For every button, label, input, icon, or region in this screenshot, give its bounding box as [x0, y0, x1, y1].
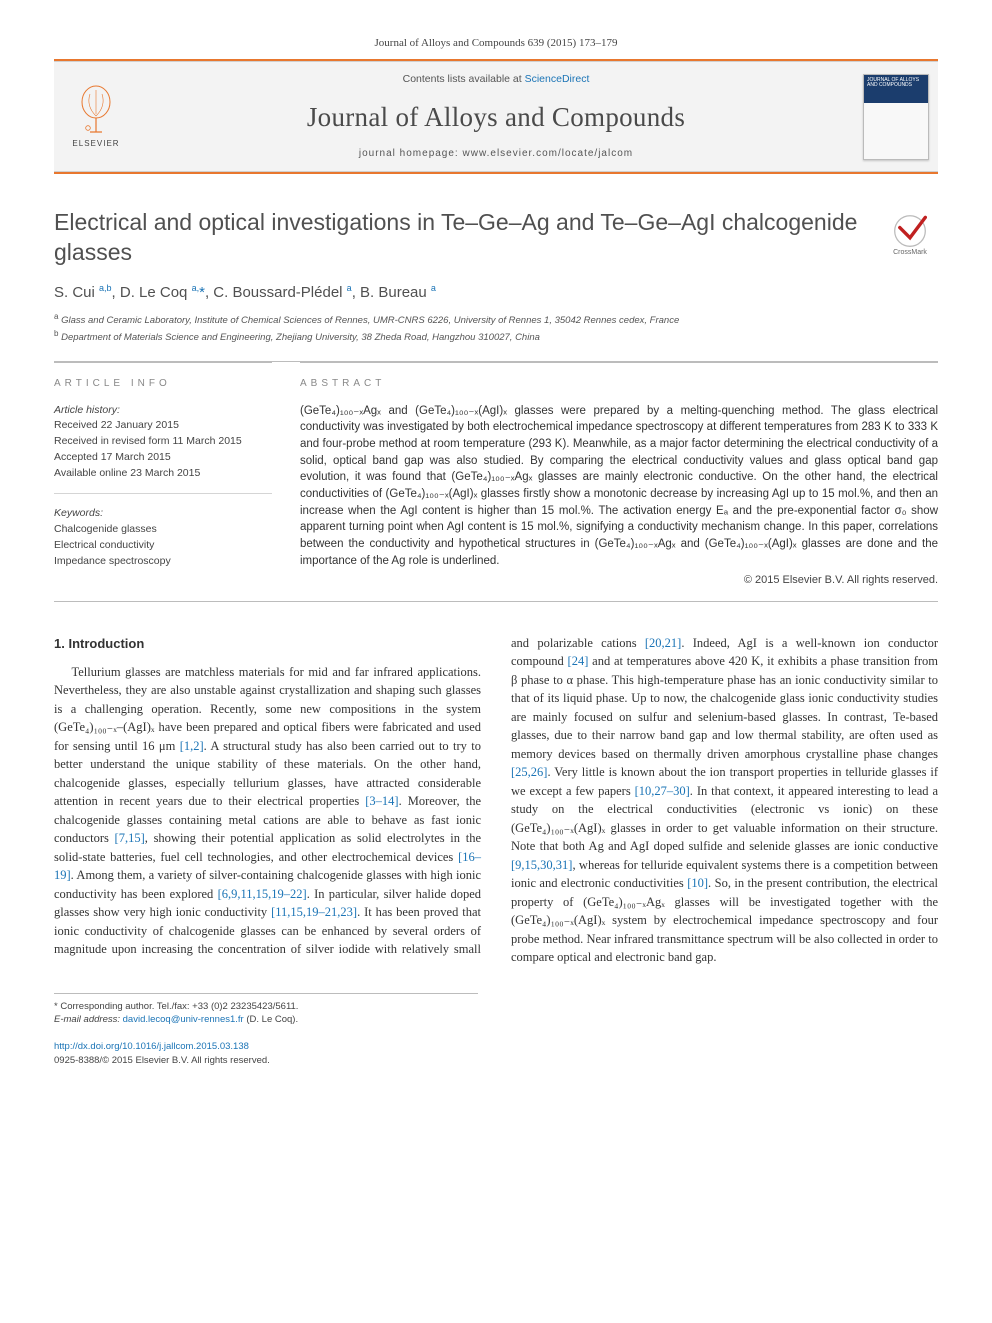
ref-link[interactable]: [25,26] — [511, 765, 547, 779]
ref-link[interactable]: [3–14] — [365, 794, 398, 808]
journal-homepage-line: journal homepage: www.elsevier.com/locat… — [359, 147, 633, 161]
keyword-item: Chalcogenide glasses — [54, 522, 272, 538]
doi-prefix: http://dx.doi.org/ — [54, 1041, 122, 1052]
elsevier-wordmark: ELSEVIER — [72, 138, 119, 149]
corresponding-email-link[interactable]: david.lecoq@univ-rennes1.fr — [123, 1014, 244, 1025]
ref-link[interactable]: [6,9,11,15,19–22] — [218, 887, 307, 901]
ref-link[interactable]: [10] — [687, 876, 708, 890]
info-subdivider — [54, 493, 272, 494]
author-list: S. Cui a,b, D. Le Coq a,*, C. Boussard-P… — [54, 282, 938, 303]
ref-link[interactable]: [20,21] — [645, 636, 681, 650]
keywords-heading: Keywords: — [54, 506, 272, 522]
cover-thumb-cell: JOURNAL OF ALLOYS AND COMPOUNDS — [854, 62, 938, 170]
sciencedirect-link[interactable]: ScienceDirect — [525, 73, 590, 85]
body-text-run: and at temperatures above 420 K, it exhi… — [511, 654, 938, 761]
abstract-copyright: © 2015 Elsevier B.V. All rights reserved… — [300, 573, 938, 588]
email-line: E-mail address: david.lecoq@univ-rennes1… — [54, 1013, 478, 1026]
homepage-prefix: journal homepage: — [359, 148, 463, 159]
history-heading: Article history: — [54, 403, 272, 419]
cover-band-text: JOURNAL OF ALLOYS AND COMPOUNDS — [864, 75, 928, 103]
keyword-item: Electrical conductivity — [54, 538, 272, 554]
ref-link[interactable]: [1,2] — [180, 739, 204, 753]
abstract-label: ABSTRACT — [300, 377, 938, 391]
ref-link[interactable]: [24] — [568, 654, 589, 668]
ref-link[interactable]: [11,15,19–21,23] — [271, 905, 357, 919]
email-suffix: (D. Le Coq). — [244, 1014, 298, 1025]
publisher-logo-cell: ELSEVIER — [54, 62, 138, 170]
crossmark-icon — [893, 214, 927, 248]
contents-available-line: Contents lists available at ScienceDirec… — [403, 72, 590, 87]
body-text: 1. Introduction Tellurium glasses are ma… — [54, 634, 938, 967]
doi-value: 10.1016/j.jallcom.2015.03.138 — [122, 1041, 249, 1052]
running-citation: Journal of Alloys and Compounds 639 (201… — [54, 36, 938, 51]
elsevier-tree-icon — [75, 84, 117, 136]
journal-banner: ELSEVIER Contents lists available at Sci… — [54, 59, 938, 173]
intro-heading: 1. Introduction — [54, 634, 481, 653]
history-line: Accepted 17 March 2015 — [54, 450, 272, 466]
history-line: Received 22 January 2015 — [54, 418, 272, 434]
ref-link[interactable]: [9,15,30,31] — [511, 858, 572, 872]
journal-cover-thumbnail[interactable]: JOURNAL OF ALLOYS AND COMPOUNDS — [863, 74, 929, 160]
abstract-text: (GeTe₄)₁₀₀₋ₓAgₓ and (GeTe₄)₁₀₀₋ₓ(AgI)ₓ g… — [300, 403, 938, 570]
ref-link[interactable]: [7,15] — [115, 831, 145, 845]
crossmark-label: CrossMark — [893, 248, 927, 258]
history-line: Received in revised form 11 March 2015 — [54, 434, 272, 450]
keyword-item: Impedance spectroscopy — [54, 554, 272, 570]
history-line: Available online 23 March 2015 — [54, 466, 272, 482]
ref-link[interactable]: [10,27–30] — [635, 784, 690, 798]
section-divider-lower — [54, 601, 938, 602]
homepage-url[interactable]: www.elsevier.com/locate/jalcom — [463, 148, 634, 159]
article-info-label: ARTICLE INFO — [54, 377, 272, 391]
article-history: Article history: Received 22 January 201… — [54, 403, 272, 482]
corresponding-author-footnote: * Corresponding author. Tel./fax: +33 (0… — [54, 993, 478, 1027]
email-label: E-mail address: — [54, 1014, 123, 1025]
doi-link[interactable]: http://dx.doi.org/10.1016/j.jallcom.2015… — [54, 1041, 249, 1052]
affiliation-line: b Department of Materials Science and En… — [54, 328, 938, 345]
article-title: Electrical and optical investigations in… — [54, 208, 882, 268]
elsevier-logo[interactable]: ELSEVIER — [63, 78, 129, 156]
crossmark-badge[interactable]: CrossMark — [882, 208, 938, 264]
affiliation-line: a Glass and Ceramic Laboratory, Institut… — [54, 311, 938, 328]
journal-title: Journal of Alloys and Compounds — [307, 99, 685, 137]
intro-paragraph: Tellurium glasses are matchless material… — [54, 634, 938, 967]
contents-prefix: Contents lists available at — [403, 73, 525, 85]
page-footer: http://dx.doi.org/10.1016/j.jallcom.2015… — [54, 1040, 938, 1067]
affiliations: a Glass and Ceramic Laboratory, Institut… — [54, 311, 938, 345]
issn-copyright: 0925-8388/© 2015 Elsevier B.V. All right… — [54, 1055, 270, 1066]
keywords-block: Keywords: Chalcogenide glassesElectrical… — [54, 506, 272, 569]
corresponding-line: * Corresponding author. Tel./fax: +33 (0… — [54, 1000, 478, 1013]
